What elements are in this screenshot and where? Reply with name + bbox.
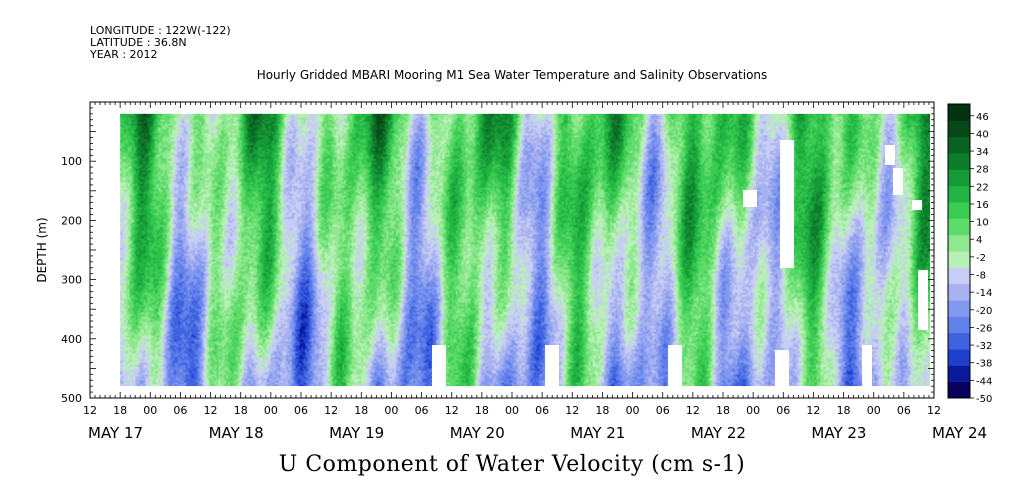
colorbar-segment	[948, 365, 970, 383]
colorbar-tick-label: 34	[976, 147, 989, 158]
colorbar-frame	[947, 103, 971, 399]
missing-data-gap	[775, 350, 789, 390]
x-tick-label: 18	[475, 404, 489, 417]
colorbar-tick-label: 10	[976, 218, 989, 229]
missing-data-gap	[912, 200, 922, 210]
colorbar-segment	[948, 300, 970, 317]
x-day-label: MAY 24	[932, 424, 987, 442]
x-tick-label: 12	[83, 404, 97, 417]
x-day-label: MAY 23	[811, 424, 866, 442]
x-tick-label: 06	[535, 404, 549, 417]
y-tick-label: 200	[61, 214, 82, 227]
x-tick-label: 06	[776, 404, 790, 417]
x-tick-label: 06	[415, 404, 429, 417]
x-tick-label: 00	[384, 404, 398, 417]
missing-data-gap	[545, 345, 559, 390]
year-text: YEAR : 2012	[90, 48, 158, 61]
colorbar-segment	[948, 349, 970, 366]
x-tick-label: 18	[234, 404, 248, 417]
colorbar-tick-label: 4	[976, 235, 982, 246]
colorbar-segment	[948, 332, 970, 350]
y-tick-label: 500	[61, 392, 82, 405]
x-tick-label: 18	[716, 404, 730, 417]
colorbar-tick-label: -32	[976, 341, 992, 352]
heatmap-field	[120, 113, 930, 387]
y-axis-label: DEPTH (m)	[35, 217, 49, 282]
x-axis-label: U Component of Water Velocity (cm s-1)	[278, 452, 746, 477]
x-tick-label: 00	[505, 404, 519, 417]
below-data-band	[120, 386, 930, 398]
colorbar-segment	[948, 251, 970, 268]
x-tick-label: 18	[595, 404, 609, 417]
latitude-text: LATITUDE : 36.8N	[90, 36, 187, 49]
colorbar-tick-label: -50	[976, 394, 992, 405]
x-tick-label: 00	[264, 404, 278, 417]
x-tick-label: 18	[113, 404, 127, 417]
missing-data-gap	[918, 270, 928, 330]
x-tick-label: 00	[626, 404, 640, 417]
x-day-label: MAY 20	[450, 424, 505, 442]
colorbar-tick-label: 28	[976, 165, 989, 176]
colorbar-segment	[948, 283, 970, 301]
missing-data-gap	[885, 145, 895, 165]
colorbar-segment	[948, 153, 970, 170]
x-tick-label: 12	[927, 404, 941, 417]
x-tick-label: 12	[204, 404, 218, 417]
colorbar-tick-label: -2	[976, 253, 986, 264]
colorbar-segment	[948, 185, 970, 203]
colorbar-tick-label: -44	[976, 376, 992, 387]
x-tick-label: 06	[173, 404, 187, 417]
longitude-text: LONGITUDE : 122W(-122)	[90, 24, 231, 37]
colorbar-segment	[948, 202, 970, 219]
x-tick-label: 12	[565, 404, 579, 417]
x-day-label: MAY 22	[691, 424, 746, 442]
x-tick-label: 00	[867, 404, 881, 417]
y-tick-label: 100	[61, 155, 82, 168]
colorbar-tick-label: 46	[976, 112, 989, 123]
x-tick-label: 12	[686, 404, 700, 417]
x-day-label: MAY 19	[329, 424, 384, 442]
colorbar-segment	[948, 234, 970, 252]
x-tick-label: 06	[656, 404, 670, 417]
x-day-label: MAY 17	[88, 424, 143, 442]
missing-data-gap	[893, 168, 903, 195]
missing-data-gap	[96, 170, 110, 240]
colorbar-tick-label: -20	[976, 306, 992, 317]
x-tick-label: 18	[837, 404, 851, 417]
colorbar-segment	[948, 267, 970, 285]
x-tick-label: 12	[324, 404, 338, 417]
missing-data-gap	[743, 190, 757, 207]
x-tick-label: 12	[445, 404, 459, 417]
x-tick-label: 18	[354, 404, 368, 417]
x-tick-label: 06	[897, 404, 911, 417]
y-tick-label: 300	[61, 274, 82, 287]
missing-data-gap	[780, 140, 794, 268]
x-tick-label: 00	[143, 404, 157, 417]
y-tick-label: 400	[61, 333, 82, 346]
colorbar-segment	[948, 104, 970, 121]
colorbar-segment	[948, 316, 970, 334]
colorbar-segment	[948, 120, 970, 138]
x-day-label: MAY 21	[570, 424, 625, 442]
missing-data-gap	[862, 345, 872, 390]
missing-data-gap	[432, 345, 446, 390]
colorbar-tick-label: -14	[976, 288, 992, 299]
colorbar-segment	[948, 381, 970, 399]
colorbar-segment	[948, 136, 970, 154]
x-day-label: MAY 18	[209, 424, 264, 442]
colorbar-segment	[948, 169, 970, 187]
colorbar-tick-label: 16	[976, 200, 989, 211]
missing-data-gap	[668, 345, 682, 390]
colorbar-segment	[948, 218, 970, 236]
x-tick-label: 12	[806, 404, 820, 417]
colorbar-tick-label: -26	[976, 323, 992, 334]
x-tick-label: 06	[294, 404, 308, 417]
colorbar-tick-label: -8	[976, 271, 986, 282]
chart-title: Hourly Gridded MBARI Mooring M1 Sea Wate…	[256, 68, 768, 82]
x-tick-label: 00	[746, 404, 760, 417]
colorbar-tick-label: 40	[976, 129, 989, 140]
colorbar-tick-label: 22	[976, 182, 989, 193]
colorbar-tick-label: -38	[976, 359, 992, 370]
